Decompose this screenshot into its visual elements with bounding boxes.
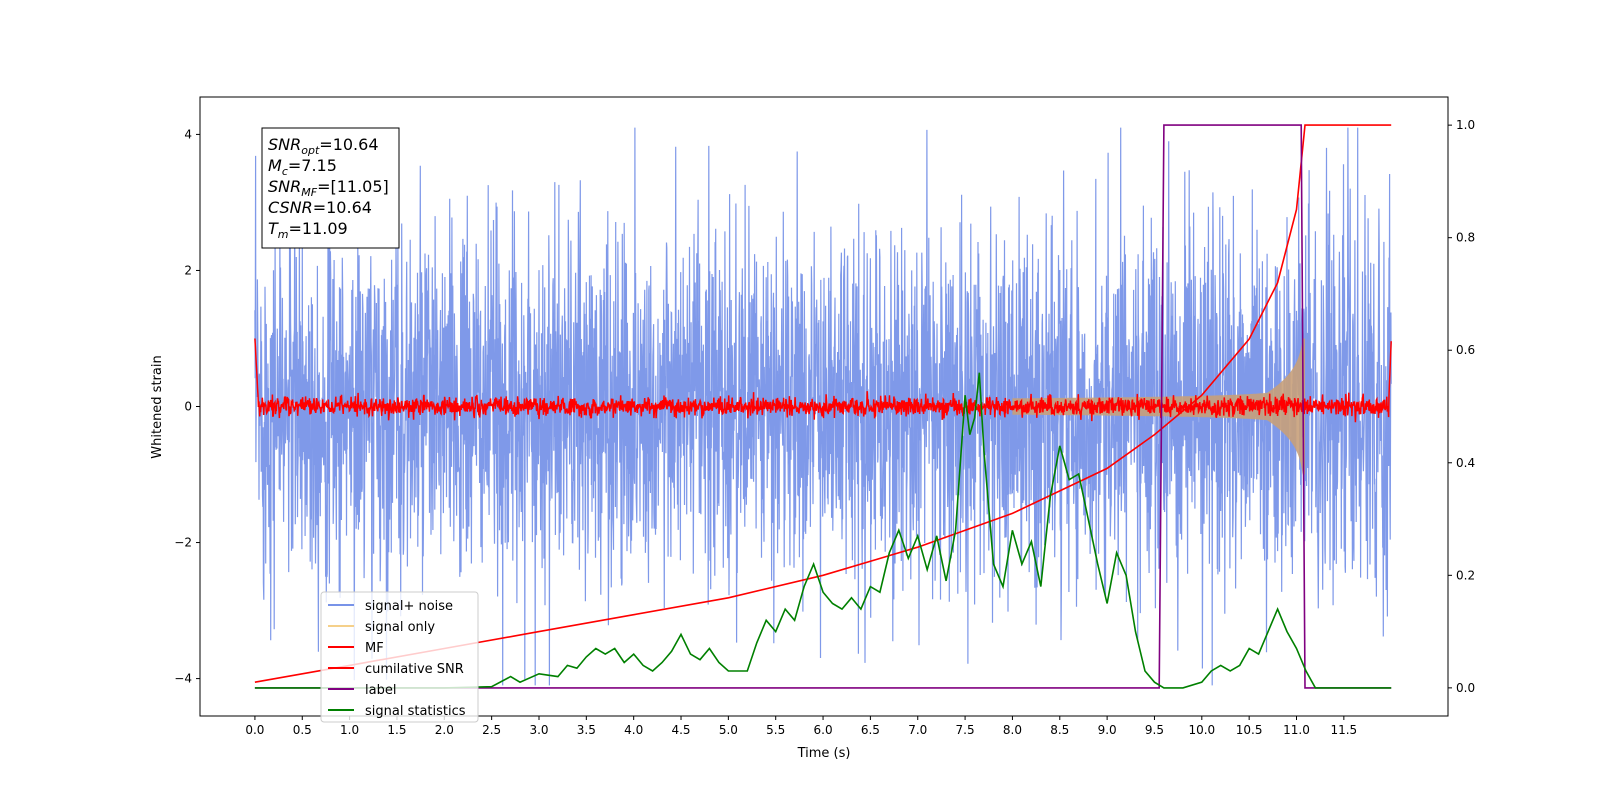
y-axis-left: −4 −2 0 2 4: [174, 127, 200, 686]
series-mf: [254, 338, 1392, 423]
legend: signal+ noise signal only MF cumilative SNR…: [320, 591, 479, 723]
x-axis-label: Time (s): [797, 746, 851, 761]
y-axis-right: 0.0 0.2 0.4 0.6 0.8 1.0: [1448, 118, 1475, 695]
y-tick-label-right: 0.4: [1456, 456, 1475, 470]
plot-area: [254, 124, 1392, 689]
series-signal-statistics: [254, 372, 1392, 689]
x-tick-label: 11.5: [1330, 723, 1357, 737]
x-tick-label: 0.5: [293, 723, 312, 737]
info-box: SNRopt=10.64Mc=7.15SNRMF=[11.05]CSNR=10.…: [261, 127, 400, 249]
x-tick-label: 7.5: [956, 723, 975, 737]
legend-label: signal statistics: [365, 704, 466, 719]
info-box-frame: [261, 127, 400, 249]
y-tick-label-left: 2: [184, 263, 192, 277]
legend-label: cumilative SNR: [365, 662, 464, 677]
info-box-line: CSNR=10.64: [268, 198, 372, 217]
x-tick-label: 6.5: [861, 723, 880, 737]
x-tick-label: 9.5: [1145, 723, 1164, 737]
x-tick-label: 4.0: [624, 723, 643, 737]
info-box-line: SNRopt=10.64: [268, 135, 379, 157]
x-tick-label: 10.5: [1236, 723, 1263, 737]
y-tick-label-left: 0: [184, 400, 192, 414]
x-tick-label: 5.0: [719, 723, 738, 737]
x-tick-label: 6.0: [814, 723, 833, 737]
x-tick-label: 1.0: [340, 723, 359, 737]
series-cumilative-snr: [254, 124, 1392, 683]
info-box-line: Tm=11.09: [268, 219, 348, 241]
legend-frame: [320, 591, 479, 723]
info-box-line: SNRMF=[11.05]: [268, 177, 389, 199]
y-tick-label-left: −2: [174, 536, 192, 550]
x-tick-label: 8.0: [1003, 723, 1022, 737]
legend-label: label: [365, 683, 396, 698]
x-tick-label: 7.0: [908, 723, 927, 737]
x-tick-label: 0.0: [245, 723, 264, 737]
legend-label: signal only: [365, 620, 435, 635]
x-tick-label: 2.0: [435, 723, 454, 737]
y-tick-label-right: 0.6: [1456, 343, 1475, 357]
x-tick-label: 10.0: [1188, 723, 1215, 737]
legend-label: signal+ noise: [365, 599, 453, 614]
x-tick-label: 8.5: [1050, 723, 1069, 737]
x-tick-label: 3.5: [577, 723, 596, 737]
x-tick-label: 1.5: [387, 723, 406, 737]
x-axis: 0.0 0.5 1.0 1.5 2.0 2.5 3.0 3.5 4.0 4.5 5.0 5.5 6.0 6…: [245, 716, 1357, 737]
x-tick-label: 2.5: [482, 723, 501, 737]
y-tick-label-right: 0.8: [1456, 231, 1475, 245]
x-tick-label: 3.0: [529, 723, 548, 737]
x-tick-label: 11.0: [1283, 723, 1310, 737]
x-tick-label: 9.0: [1098, 723, 1117, 737]
y-tick-label-right: 0.0: [1456, 681, 1475, 695]
y-tick-label-right: 0.2: [1456, 568, 1475, 582]
x-tick-label: 4.5: [671, 723, 690, 737]
info-box-line: Mc=7.15: [268, 156, 337, 178]
y-axis-label: Whitened strain: [150, 355, 165, 458]
legend-label: MF: [365, 641, 384, 656]
y-tick-label-right: 1.0: [1456, 118, 1475, 132]
y-tick-label-left: 4: [184, 127, 192, 141]
x-tick-label: 5.5: [766, 723, 785, 737]
y-tick-label-left: −4: [174, 672, 192, 686]
